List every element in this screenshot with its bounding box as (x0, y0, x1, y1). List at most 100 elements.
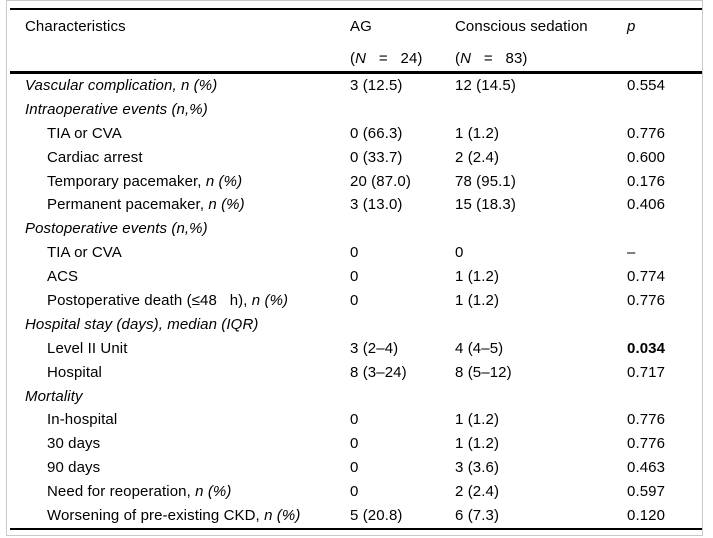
header-conscious-sedation-group: Conscious sedation (N = 83) (455, 16, 627, 70)
table-row: 90 days 0 3 (3.6) 0.463 (10, 456, 702, 480)
ag-value (350, 217, 455, 241)
p-value: 0.776 (627, 435, 666, 453)
p-value: 0.776 (627, 124, 666, 142)
header-conscious-sedation-n: (N = 83) (455, 50, 528, 67)
ag-value: 0 (66.3) (350, 124, 403, 142)
ag-value: 3 (12.5) (350, 77, 403, 94)
row-label: Permanent pacemaker, n (%) (47, 196, 245, 214)
table-row: ACS 0 1 (1.2) 0.774 (10, 265, 702, 289)
header-p-label: p (627, 18, 636, 35)
p-value: 0.774 (627, 268, 666, 286)
conscious-sedation-value (455, 313, 627, 337)
table-row: Worsening of pre-existing CKD, n (%) 5 (… (10, 504, 702, 528)
ag-value: 0 (350, 459, 359, 477)
table-row: Temporary pacemaker, n (%) 20 (87.0) 78 … (10, 170, 702, 194)
conscious-sedation-value (455, 98, 627, 122)
header-ag-n: (N = 24) (350, 50, 423, 67)
table-row: TIA or CVA 0 (66.3) 1 (1.2) 0.776 (10, 122, 702, 146)
row-label: 90 days (47, 459, 101, 477)
p-value: – (627, 244, 636, 262)
table-row: Cardiac arrest 0 (33.7) 2 (2.4) 0.600 (10, 146, 702, 170)
conscious-sedation-value: 15 (18.3) (455, 196, 516, 214)
p-value: 0.597 (627, 483, 666, 501)
table-row: In-hospital 0 1 (1.2) 0.776 (10, 408, 702, 432)
outcomes-table: Characteristics AG (N = 24) Conscious se… (10, 8, 702, 530)
conscious-sedation-value: 1 (1.2) (455, 411, 500, 429)
row-label: Hospital (47, 363, 102, 381)
header-characteristics: Characteristics (10, 16, 350, 70)
p-value (627, 313, 702, 337)
row-label: Mortality (25, 387, 83, 405)
row-label: Postoperative events (n,%) (25, 220, 208, 238)
conscious-sedation-value: 2 (2.4) (455, 148, 500, 166)
row-label: Postoperative death (≤48 h), n (%) (47, 292, 289, 310)
row-label: Level II Unit (47, 339, 128, 357)
header-ag-label: AG (350, 18, 372, 35)
table-row: Postoperative death (≤48 h), n (%) 0 1 (… (10, 289, 702, 313)
ag-value: 0 (350, 411, 359, 429)
p-value: 0.554 (627, 77, 666, 94)
ag-value: 0 (350, 435, 359, 453)
p-value: 0.717 (627, 363, 666, 381)
ag-value: 3 (13.0) (350, 196, 403, 214)
row-label: 30 days (47, 435, 101, 453)
ag-value: 5 (20.8) (350, 507, 403, 525)
conscious-sedation-value: 1 (1.2) (455, 435, 500, 453)
ag-value: 0 (350, 244, 359, 262)
conscious-sedation-value: 78 (95.1) (455, 172, 516, 190)
row-label: Hospital stay (days), median (IQR) (25, 315, 259, 333)
ag-value (350, 385, 455, 409)
p-value: 0.034 (627, 339, 666, 357)
conscious-sedation-value: 12 (14.5) (455, 77, 516, 94)
table-row: Mortality (10, 385, 702, 409)
ag-value: 0 (350, 268, 359, 286)
table-row: Hospital 8 (3–24) 8 (5–12) 0.717 (10, 361, 702, 385)
ag-value: 0 (33.7) (350, 148, 403, 166)
conscious-sedation-value: 1 (1.2) (455, 124, 500, 142)
header-ag-group: AG (N = 24) (350, 16, 455, 70)
ag-value: 0 (350, 292, 359, 310)
table-row: Permanent pacemaker, n (%) 3 (13.0) 15 (… (10, 193, 702, 217)
conscious-sedation-value: 0 (455, 244, 464, 262)
header-characteristics-label: Characteristics (25, 18, 126, 35)
row-label: TIA or CVA (47, 244, 122, 262)
table-row: 30 days 0 1 (1.2) 0.776 (10, 432, 702, 456)
conscious-sedation-value: 2 (2.4) (455, 483, 500, 501)
p-value (627, 385, 702, 409)
table-row: Need for reoperation, n (%) 0 2 (2.4) 0.… (10, 480, 702, 504)
table-row: Hospital stay (days), median (IQR) (10, 313, 702, 337)
table-row: Vascular complication, n (%) 3 (12.5) 12… (10, 74, 702, 98)
header-p: p (627, 16, 702, 70)
row-label: Temporary pacemaker, n (%) (47, 172, 243, 190)
p-value: 0.176 (627, 172, 666, 190)
header-conscious-sedation-label: Conscious sedation (455, 18, 588, 35)
row-label: Worsening of pre-existing CKD, n (%) (47, 507, 301, 525)
row-label: Intraoperative events (n,%) (25, 100, 208, 118)
conscious-sedation-value: 1 (1.2) (455, 268, 500, 286)
ag-value (350, 313, 455, 337)
row-label: Need for reoperation, n (%) (47, 483, 232, 501)
table-row: Level II Unit 3 (2–4) 4 (4–5) 0.034 (10, 337, 702, 361)
p-value (627, 98, 702, 122)
table-header: Characteristics AG (N = 24) Conscious se… (10, 10, 702, 74)
row-label: ACS (47, 268, 79, 286)
table-body: Vascular complication, n (%) 3 (12.5) 12… (10, 74, 702, 530)
p-value: 0.776 (627, 411, 666, 429)
conscious-sedation-value: 1 (1.2) (455, 292, 500, 310)
row-label: Vascular complication, n (%) (25, 77, 218, 94)
row-label: Cardiac arrest (47, 148, 143, 166)
p-value (627, 217, 702, 241)
ag-value: 0 (350, 483, 359, 501)
p-value: 0.406 (627, 196, 666, 214)
table-row: Postoperative events (n,%) (10, 217, 702, 241)
ag-value: 3 (2–4) (350, 339, 399, 357)
table-row: TIA or CVA 0 0 – (10, 241, 702, 265)
conscious-sedation-value: 6 (7.3) (455, 507, 500, 525)
p-value: 0.776 (627, 292, 666, 310)
ag-value: 20 (87.0) (350, 172, 411, 190)
p-value: 0.463 (627, 459, 666, 477)
ag-value: 8 (3–24) (350, 363, 407, 381)
table-row: Intraoperative events (n,%) (10, 98, 702, 122)
conscious-sedation-value: 8 (5–12) (455, 363, 512, 381)
